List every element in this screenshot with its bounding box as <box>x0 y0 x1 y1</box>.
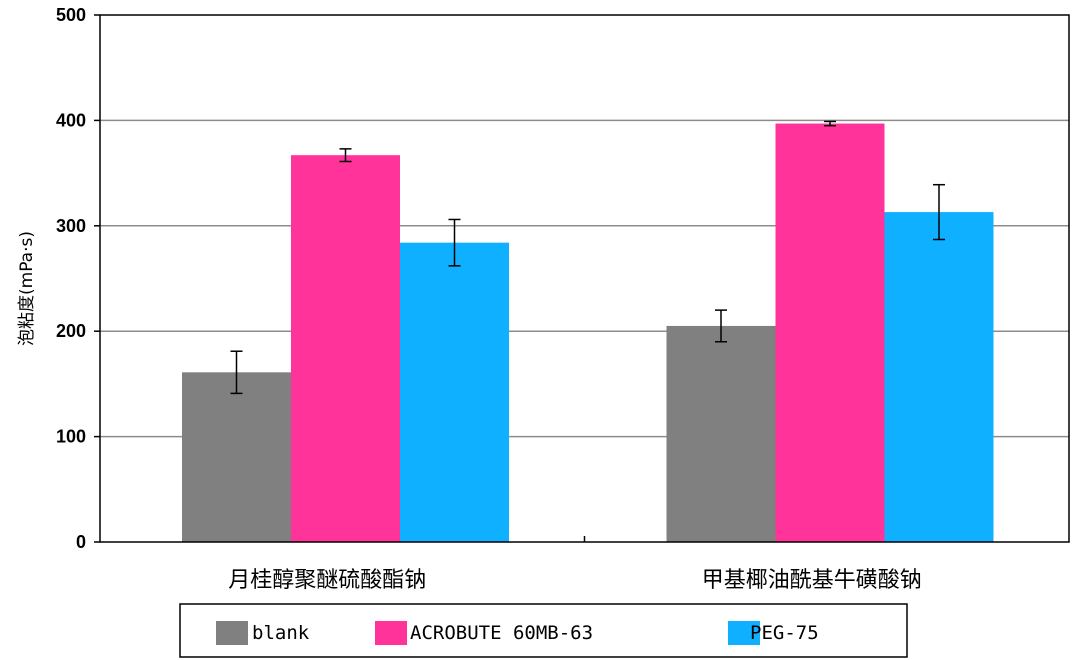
bar <box>884 212 994 542</box>
y-tick-label: 300 <box>56 216 86 236</box>
error-bars <box>230 120 945 395</box>
legend-swatch <box>375 621 407 645</box>
legend-label: PEG-75 <box>750 622 819 644</box>
bar <box>400 242 509 542</box>
legend-box <box>179 603 908 658</box>
bar <box>182 372 291 542</box>
y-axis-label: 泡粘度(mPa·s) <box>17 231 37 346</box>
y-tick-label: 100 <box>56 427 86 447</box>
legend-swatch <box>728 621 760 645</box>
legend: blank ACROBUTE 60MB-63 PEG-75 <box>179 603 908 658</box>
bars <box>182 123 994 542</box>
x-category-label: 甲基椰油酰基牛磺酸钠 <box>702 568 922 593</box>
bar <box>666 325 776 542</box>
y-tick-label: 400 <box>56 110 86 130</box>
y-tick-label: 200 <box>56 321 86 341</box>
x-category-label: 月桂醇聚醚硫酸酯钠 <box>228 568 426 593</box>
legend-label: ACROBUTE 60MB-63 <box>410 622 593 644</box>
bar <box>291 155 400 542</box>
bar <box>775 123 885 542</box>
y-axis-ticks: 0 100 200 300 400 500 <box>56 5 100 552</box>
y-tick-label: 500 <box>56 5 86 25</box>
y-tick-label: 0 <box>76 532 86 552</box>
legend-label: blank <box>252 622 310 644</box>
legend-swatch <box>216 621 248 645</box>
x-axis-categories: 月桂醇聚醚硫酸酯钠 甲基椰油酰基牛磺酸钠 <box>228 536 922 593</box>
